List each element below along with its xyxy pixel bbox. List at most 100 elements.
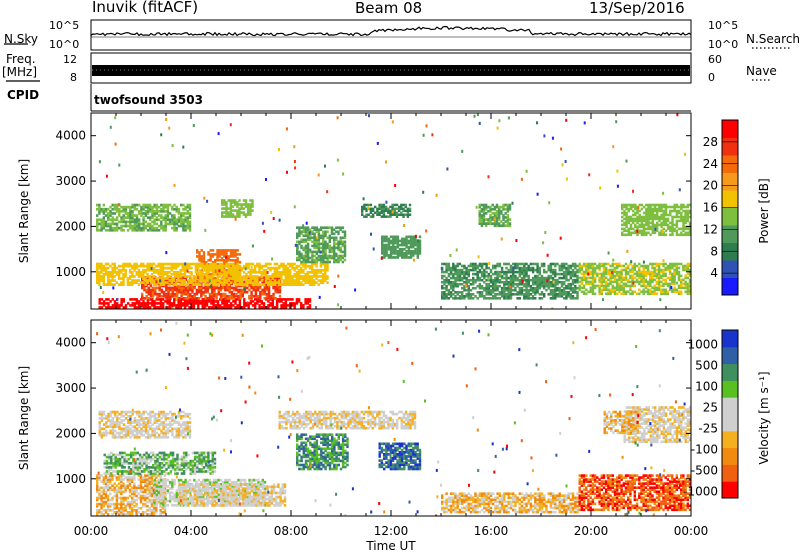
range-gate-cell [512,278,515,282]
range-gate-cell [381,247,384,251]
range-gate-cell [196,264,200,268]
range-gate-cell [168,222,172,226]
range-gate-cell [503,284,506,288]
range-gate-cell [565,293,568,296]
range-gate-cell [219,297,223,300]
range-gate-cell [644,286,648,290]
range-gate-cell [585,272,588,276]
range-gate-cell [171,307,174,309]
range-gate-cell [625,225,628,229]
range-gate-cell [227,283,230,286]
range-gate-cell [243,283,246,286]
range-gate-cell [148,262,151,266]
range-gate-cell [212,275,215,278]
range-gate-cell [186,288,190,292]
range-gate-cell [409,237,413,241]
range-gate-cell [642,217,646,221]
range-gate-cell [167,294,170,298]
range-gate-cell [217,290,220,294]
range-gate-cell [250,294,253,298]
range-gate-cell [139,275,143,278]
range-gate-cell [236,205,239,208]
range-gate-cell [232,280,236,284]
range-gate-cell [649,288,652,292]
range-gate-cell [531,280,535,284]
range-gate-cell [527,268,530,272]
range-gate-cell [151,224,154,228]
range-gate-cell [629,233,633,237]
range-gate-cell [157,271,160,274]
range-gate-cell [242,211,246,214]
range-gate-cell [230,294,234,298]
range-gate-cell [565,276,568,280]
range-gate-cell [215,297,218,300]
range-gate-cell [223,211,226,214]
range-gate-cell [317,254,321,258]
range-gate-cell [234,306,237,309]
range-gate-cell [120,224,123,228]
range-gate-cell [656,203,659,207]
range-gate-cell [418,241,422,245]
range-gate-cell [184,262,187,266]
range-gate-cell [260,279,263,282]
range-gate-cell [107,216,110,219]
range-gate-cell [106,509,110,512]
range-gate-cell [100,298,104,301]
range-gate-cell [480,274,484,278]
range-gate-cell [660,225,663,229]
range-gate-cell [443,262,446,266]
range-gate-cell [186,205,189,209]
range-gate-cell [503,276,506,280]
range-gate-cell [500,237,503,241]
range-gate-cell [636,227,639,231]
range-gate-cell [153,281,156,284]
range-gate-cell [647,223,650,227]
range-gate-cell [170,279,173,282]
range-gate-cell [512,268,515,272]
range-gate-cell [144,264,147,268]
range-gate-cell [578,286,581,290]
range-gate-cell [216,272,219,276]
range-gate-cell [142,281,145,284]
range-gate-cell [157,228,161,232]
range-gate-cell [209,257,212,260]
range-gate-cell [117,271,121,274]
range-gate-cell [315,264,318,268]
range-gate-cell [131,281,134,284]
range-gate-cell [636,219,639,223]
range-gate-cell [173,220,176,224]
range-gate-cell [226,286,229,290]
range-gate-cell [487,175,490,179]
range-gate-cell [151,294,155,298]
range-gate-cell [655,272,659,276]
range-gate-cell [120,298,123,301]
range-gate-cell [495,218,499,221]
range-gate-cell [171,207,174,211]
range-gate-cell [313,273,316,276]
range-gate-cell [102,496,105,500]
range-gate-cell [286,266,290,270]
range-gate-cell [498,119,501,123]
range-gate-cell [616,292,619,296]
range-gate-cell [512,280,515,284]
range-gate-cell [227,274,230,278]
range-gate-cell [311,240,314,244]
range-gate-cell [128,271,132,274]
range-gate-cell [389,235,393,239]
range-gate-cell [642,278,645,282]
range-gate-cell [549,282,553,286]
range-gate-cell [229,203,233,206]
range-gate-cell [387,207,390,211]
range-gate-cell [96,498,99,502]
range-gate-cell [567,282,570,286]
range-gate-cell [469,268,473,272]
range-gate-cell [124,212,128,215]
range-gate-cell [675,225,679,229]
range-gate-cell [673,264,676,268]
range-gate-cell [166,271,169,274]
range-gate-cell [164,300,167,303]
range-gate-cell [138,220,141,224]
range-gate-cell [454,295,457,298]
range-gate-cell [507,262,510,266]
range-gate-cell [259,278,262,282]
